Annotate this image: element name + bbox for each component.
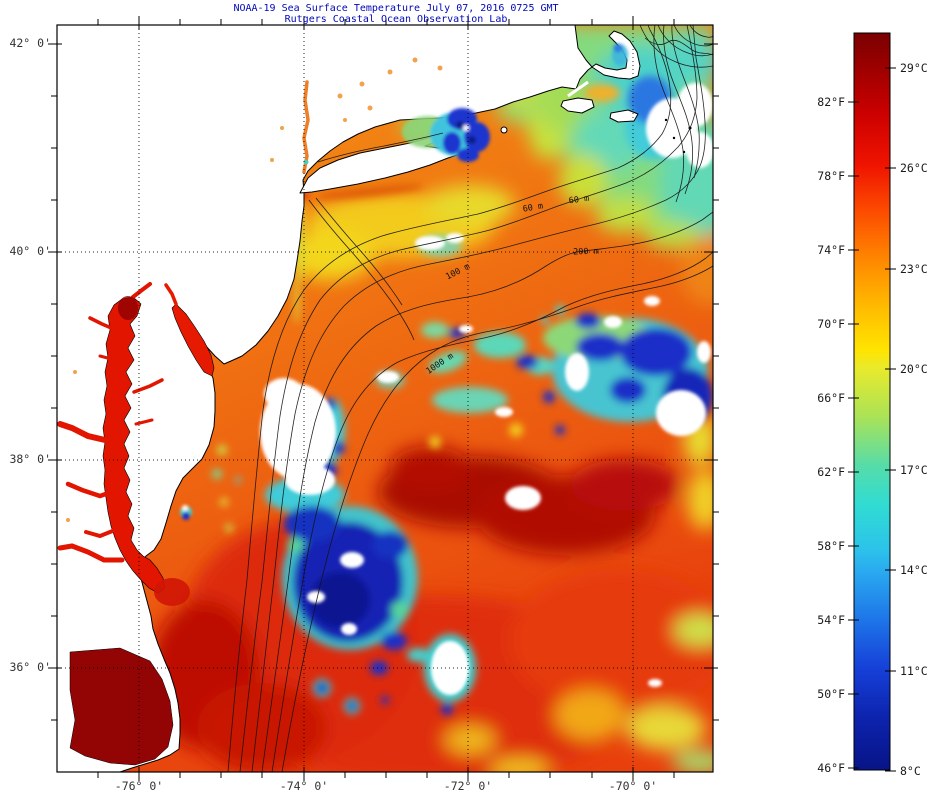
y-axis-minor-ticks bbox=[51, 95, 719, 721]
colorbar-c-label: 29°C bbox=[900, 61, 928, 75]
chesapeake-head-dark bbox=[118, 296, 138, 320]
x-tick-label-70: -70° 0' bbox=[609, 779, 657, 793]
graticule-gridlines bbox=[57, 25, 713, 772]
colorbar-c-label: 11°C bbox=[900, 664, 928, 678]
block-island bbox=[500, 126, 508, 134]
elizabeth-islands bbox=[567, 80, 589, 98]
colorbar-c-label: 23°C bbox=[900, 262, 928, 276]
colorbar-c-label: 26°C bbox=[900, 161, 928, 175]
colorbar-f-label: 70°F bbox=[817, 317, 845, 331]
colorbar-c-ticks bbox=[885, 67, 896, 772]
x-tick-label-72: -72° 0' bbox=[444, 779, 492, 793]
colorbar-f-label: 62°F bbox=[817, 465, 845, 479]
marthas-vineyard-island bbox=[560, 97, 595, 114]
coastal-clouds bbox=[180, 43, 628, 520]
y-tick-label-40: 40° 0' bbox=[9, 244, 51, 258]
colorbar-c-label: 14°C bbox=[900, 563, 928, 577]
y-tick-label-42: 42° 0' bbox=[9, 36, 51, 50]
cloud-mask bbox=[260, 83, 713, 695]
colorbar-f-label: 82°F bbox=[817, 95, 845, 109]
contour-label-60m-b: 60 m bbox=[568, 194, 590, 207]
estuary-water bbox=[57, 282, 215, 766]
colorbar-gradient bbox=[853, 32, 891, 771]
map-border bbox=[56, 24, 714, 773]
colorbar: 82°F 78°F 74°F 70°F 66°F 62°F 58°F 54°F … bbox=[817, 32, 928, 778]
chesapeake-mouth-plume bbox=[154, 578, 190, 606]
colorbar-f-label: 58°F bbox=[817, 539, 845, 553]
figure-title-line1: NOAA-19 Sea Surface Temperature July 07,… bbox=[233, 3, 558, 14]
hudson-river bbox=[302, 80, 310, 174]
y-tick-label-36: 36° 0' bbox=[9, 660, 51, 674]
y-tick-label-38: 38° 0' bbox=[9, 452, 51, 466]
y-axis-tick-labels: 42° 0' 40° 0' 38° 0' 36° 0' bbox=[9, 36, 51, 674]
colorbar-c-labels: 29°C 26°C 23°C 20°C 17°C 14°C 11°C 8°C bbox=[900, 61, 928, 778]
figure-title: NOAA-19 Sea Surface Temperature July 07,… bbox=[233, 3, 558, 25]
colorbar-f-label: 74°F bbox=[817, 243, 845, 257]
x-tick-label-76: -76° 0' bbox=[115, 779, 163, 793]
hudson-estuary-dot bbox=[303, 159, 309, 165]
colorbar-f-labels: 82°F 78°F 74°F 70°F 66°F 62°F 58°F 54°F … bbox=[817, 95, 845, 775]
land-speckles bbox=[66, 57, 443, 522]
nantucket-island bbox=[609, 109, 639, 123]
x-axis-major-ticks bbox=[138, 16, 634, 781]
delaware-river bbox=[164, 283, 178, 306]
colorbar-c-label: 17°C bbox=[900, 463, 928, 477]
colorbar-f-ticks bbox=[848, 101, 859, 769]
delaware-bay-water bbox=[171, 303, 215, 377]
chesapeake-tributaries bbox=[57, 282, 164, 563]
axis-ticks bbox=[48, 16, 719, 781]
colorbar-f-label: 54°F bbox=[817, 613, 845, 627]
contour-label-200m: 200 m bbox=[573, 247, 599, 258]
figure-title-line2: Rutgers Coastal Ocean Observation Lab bbox=[285, 14, 508, 25]
x-axis-minor-ticks bbox=[97, 19, 675, 778]
map-plot-area: 60 m 60 m 100 m 200 m 1000 m bbox=[57, 25, 713, 772]
y-axis-major-ticks bbox=[48, 43, 718, 669]
colorbar-f-label: 66°F bbox=[817, 391, 845, 405]
colorbar-c-label: 8°C bbox=[900, 764, 921, 778]
x-tick-label-74: -74° 0' bbox=[280, 779, 328, 793]
contour-label-60m-a: 60 m bbox=[522, 201, 544, 214]
colorbar-f-label: 50°F bbox=[817, 687, 845, 701]
bathymetry-contours bbox=[227, 25, 713, 772]
x-axis-tick-labels: -76° 0' -74° 0' -72° 0' -70° 0' bbox=[115, 779, 657, 793]
carolina-sounds-water bbox=[69, 647, 174, 766]
colorbar-f-label: 46°F bbox=[817, 761, 845, 775]
colorbar-c-label: 20°C bbox=[900, 362, 928, 376]
colorbar-f-label: 78°F bbox=[817, 169, 845, 183]
